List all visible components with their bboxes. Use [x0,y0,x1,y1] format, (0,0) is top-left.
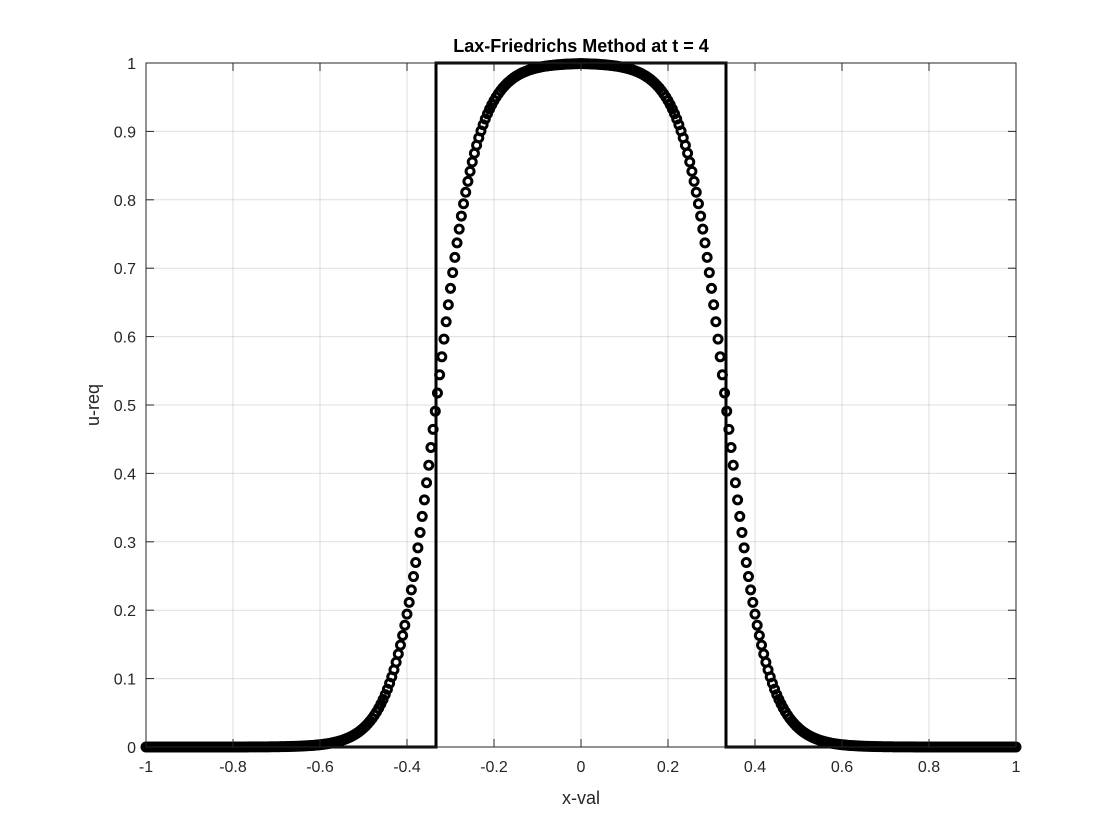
numerical-solution-point [414,526,426,538]
numerical-solution-point [410,557,422,569]
y-tick-label: 0.2 [114,603,136,620]
numerical-solution-point [455,210,467,222]
numerical-solution-point [701,251,713,263]
numerical-solution-point [451,237,463,249]
x-tick-label: 0.8 [918,759,940,776]
y-tick-label: 0 [127,740,136,757]
numerical-solution-point [405,584,417,596]
numerical-solution-point [440,316,452,328]
numerical-solution-point [460,186,472,198]
x-tick-label: 0.6 [831,759,853,776]
numerical-solution-point [394,639,406,651]
numerical-solution-point [742,571,754,583]
numerical-solution-point [434,369,446,381]
numerical-solution-point [427,423,439,435]
numerical-solution-point [714,351,726,363]
numerical-solution-point [710,316,722,328]
numerical-solution-point [721,405,733,417]
numerical-solution-point [412,542,424,554]
y-tick-label: 0.3 [114,535,136,552]
numerical-solution-point [736,526,748,538]
numerical-solution-point [688,175,700,187]
x-axis-label: x-val [562,788,600,808]
numerical-solution-point [431,387,443,399]
numerical-solution-point [749,608,761,620]
numerical-solution-point [745,584,757,596]
numerical-solution-point [403,596,415,608]
numerical-solution-point [703,267,715,279]
x-tick-label: 0.2 [657,759,679,776]
numerical-solution-point [692,198,704,210]
y-axis-label: u-req [83,384,103,426]
plot-area [146,63,1016,747]
numerical-solution-point [747,596,759,608]
numerical-solution-point [690,186,702,198]
numerical-solution-point [738,542,750,554]
y-tick-label: 0.6 [114,330,136,347]
numerical-solution-point [436,351,448,363]
numerical-solution-point [479,113,491,125]
x-tick-label: -0.2 [480,759,508,776]
x-tick-label: -0.4 [393,759,421,776]
numerical-solution-point [753,630,765,642]
numerical-solution-point [397,630,409,642]
numerical-solution-point [399,619,411,631]
numerical-solution-point [725,441,737,453]
numerical-solution-point [669,108,681,120]
numerical-solution-point [425,441,437,453]
numerical-solution-point [716,369,728,381]
numerical-solution-point [464,165,476,177]
numerical-solution-point [423,459,435,471]
x-tick-label: 0 [577,759,586,776]
numerical-solution-point [401,608,413,620]
numerical-solution-point [727,459,739,471]
chart-title: Lax-Friedrichs Method at t = 4 [453,36,709,56]
x-tick-label: -1 [139,759,153,776]
numerical-solution-point [462,175,474,187]
y-tick-label: 0.9 [114,124,136,141]
numerical-solution-point [379,689,391,701]
numerical-solution-point [442,299,454,311]
x-tick-label: -0.6 [306,759,334,776]
numerical-solution-point [686,165,698,177]
numerical-solution-point [418,494,430,506]
numerical-solution-point [421,477,433,489]
y-tick-label: 0.4 [114,466,136,483]
numerical-solution-point [706,282,717,294]
numerical-solution-point [769,683,781,695]
numerical-solution-point [684,156,696,168]
numerical-solution-point [445,282,456,294]
numerical-solution-point [438,333,450,345]
numerical-solution-point [732,494,744,506]
numerical-solution-point [416,510,428,522]
ticks: -1 -0.8 -0.6 -0.4 -0.2 0 0.2 0.4 0.6 0.8 1 0 0.1 0.2 0… [114,56,1021,776]
numerical-solution-point [695,210,707,222]
numerical-solution-point [708,299,720,311]
x-tick-label: -0.8 [219,759,247,776]
numerical-solution-point [723,423,735,435]
numerical-solution-point [453,223,465,235]
numerical-solution-point [729,477,741,489]
numerical-solution-point [429,405,441,417]
x-tick-label: 0.4 [744,759,766,776]
y-tick-label: 0.7 [114,261,136,278]
numerical-solution-point [458,198,470,210]
numerical-solution-point [712,333,724,345]
y-tick-label: 0.1 [114,672,136,689]
numerical-solution-point [449,251,461,263]
numerical-solution-point [751,619,763,631]
y-tick-label: 1 [127,56,136,73]
numerical-solution-point [447,267,459,279]
numerical-solution-point [740,557,752,569]
y-tick-label: 0.8 [114,193,136,210]
numerical-solution-point [408,571,420,583]
numerical-solution-point [699,237,711,249]
numerical-solution-point [734,510,746,522]
numerical-solution-point [719,387,731,399]
numerical-solution-point [697,223,709,235]
x-tick-label: 1 [1012,759,1021,776]
y-tick-label: 0.5 [114,398,136,415]
